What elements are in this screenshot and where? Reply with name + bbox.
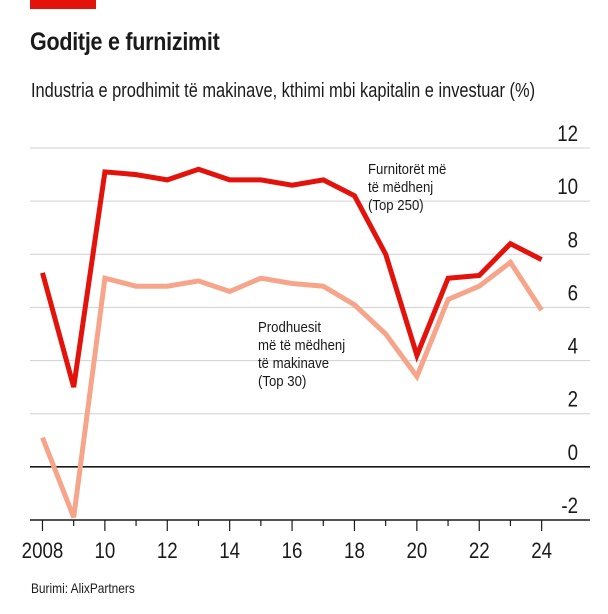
chart-subtitle: Industria e prodhimit të makinave, kthim… [31, 80, 536, 102]
series-line-top250 [40, 166, 543, 388]
y-axis-tick-labels: -2 0 2 4 6 8 10 12 [557, 123, 578, 519]
x-tick-label: 10 [94, 540, 115, 564]
annotation-top30: të makinave [258, 354, 329, 371]
annotation-top250: të mëdhenj [368, 178, 433, 195]
y-tick-label: 0 [568, 442, 578, 466]
y-tick-label: 8 [568, 229, 578, 253]
accent-bar [30, 0, 96, 9]
annotation-top30: Prodhuesit [258, 318, 321, 335]
y-tick-label: 4 [568, 335, 578, 359]
x-tick-label: 16 [282, 540, 303, 564]
x-tick-label: 20 [406, 540, 427, 564]
y-tick-label: -2 [561, 495, 578, 519]
y-tick-label: 12 [557, 123, 578, 147]
annotation-top250: Furnitorët më [368, 160, 447, 177]
annotation-top30: (Top 30) [258, 372, 306, 389]
x-tick-label: 12 [157, 540, 178, 564]
source-note: Burimi: AlixPartners [31, 580, 135, 596]
y-tick-label: 2 [568, 388, 578, 412]
x-axis: 2008 10 12 14 16 18 20 22 24 [22, 519, 590, 564]
annotation-top250: (Top 250) [368, 196, 424, 213]
x-tick-label: 24 [531, 540, 552, 564]
x-tick-label: 2008 [22, 540, 64, 564]
x-tick-label: 14 [219, 540, 240, 564]
x-tick-label: 18 [344, 540, 365, 564]
chart-title: Goditje e furnizimit [30, 28, 220, 56]
annotation-top30: më të mëdhenj [258, 336, 345, 353]
series-line-top30 [40, 258, 544, 519]
series-lines [40, 166, 544, 519]
x-tick-label: 22 [469, 540, 490, 564]
y-tick-label: 6 [568, 282, 578, 306]
y-tick-label: 10 [557, 176, 578, 200]
